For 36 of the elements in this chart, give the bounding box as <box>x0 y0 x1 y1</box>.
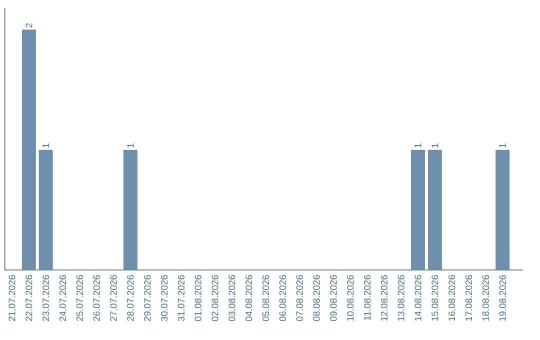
x-tick-label: 06.08.2026 <box>279 275 286 322</box>
x-tick-label: 28.07.2026 <box>127 275 134 321</box>
data-label: 2 <box>26 23 32 28</box>
x-tick-label: 11.08.2026 <box>364 275 371 320</box>
x-tick-label: 30.07.2026 <box>160 275 168 322</box>
x-tick-label: 10.08.2026 <box>347 275 354 321</box>
x-tick-label: 18.08.2026 <box>482 275 489 321</box>
x-tick-label: 27.07.2026 <box>110 275 117 321</box>
data-label: 1 <box>414 143 422 148</box>
x-tick-label: 15.08.2026 <box>432 275 438 321</box>
x-tick-label: 29.07.2026 <box>144 275 151 321</box>
x-tick-label: 21.07.2026 <box>8 275 16 321</box>
x-tick-label: 04.08.2026 <box>246 275 252 322</box>
x-tick-label: 02.08.2026 <box>212 275 218 322</box>
x-tick-label: 12.08.2026 <box>380 275 388 321</box>
x-tick-label: 01.08.2026 <box>194 275 202 322</box>
x-tick-label: 07.08.2026 <box>296 275 303 322</box>
x-tick-label: 05.08.2026 <box>262 275 270 322</box>
x-tick-label: 25.07.2026 <box>76 275 83 321</box>
x-tick-label: 08.08.2026 <box>313 275 320 322</box>
x-tick-label: 16.08.2026 <box>448 275 456 321</box>
x-tick-label: 13.08.2026 <box>398 275 404 321</box>
data-label: 1 <box>432 143 438 148</box>
x-tick-label: 14.08.2026 <box>414 275 422 321</box>
x-tick-label: 09.08.2026 <box>330 275 337 322</box>
x-tick-label: 23.07.2026 <box>42 275 50 321</box>
x-tick-label: 03.08.2026 <box>228 275 236 322</box>
x-tick-label: 17.08.2026 <box>465 275 472 321</box>
x-tick-label: 19.08.2026 <box>499 275 506 321</box>
data-label: 1 <box>42 143 50 148</box>
x-tick-label: 24.07.2026 <box>59 275 66 321</box>
data-label: 1 <box>127 143 134 148</box>
data-label: 1 <box>499 143 506 148</box>
x-tick-label: 31.07.2026 <box>178 275 184 322</box>
x-tick-label: 22.07.2026 <box>26 275 32 321</box>
x-tick-label: 26.07.2026 <box>93 275 100 321</box>
